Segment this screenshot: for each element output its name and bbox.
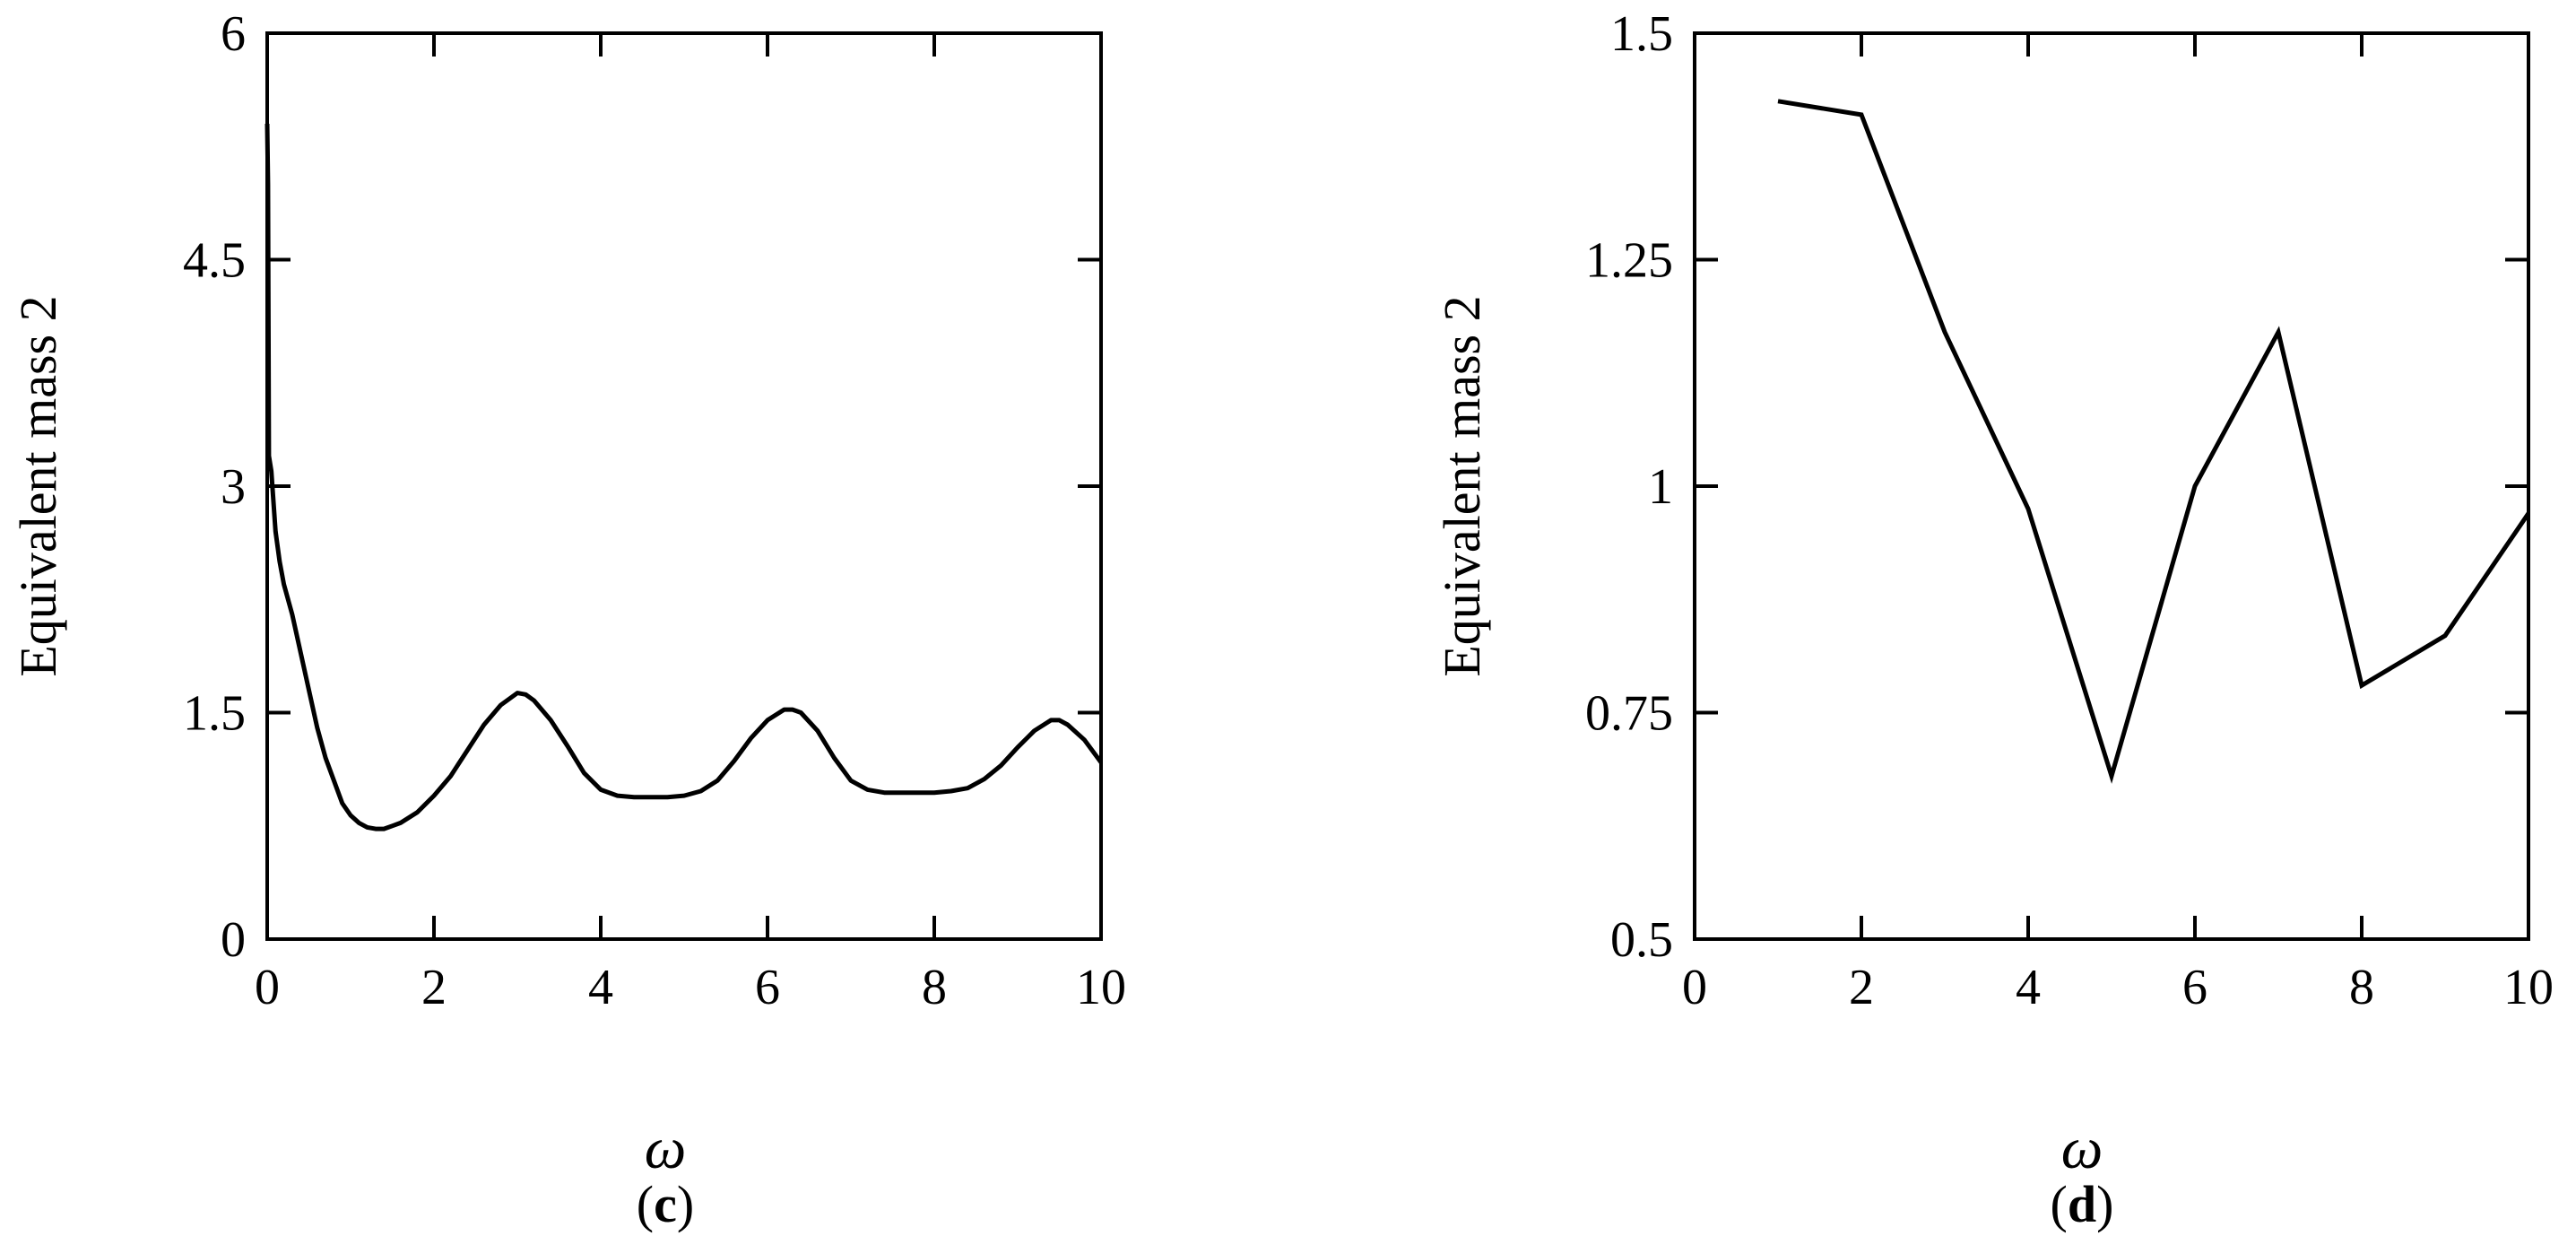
plot-frame-c — [265, 31, 1103, 941]
y-tick-labels-d: 0.5 0.75 1 1.25 1.5 — [1585, 6, 1673, 968]
panel-label-d: (d) — [2051, 1175, 2114, 1233]
x-tick-label: 6 — [2182, 960, 2207, 1015]
x-tick-label: 10 — [1076, 960, 1126, 1015]
x-tick-labels-d: 0 2 4 6 8 10 — [1682, 960, 2554, 1015]
x-tick-labels-c: 0 2 4 6 8 10 — [255, 960, 1126, 1015]
y-tick-label: 0.5 — [1610, 912, 1673, 968]
y-axis-title-c: Equivalent mass 2 — [9, 295, 67, 676]
x-tick-label: 6 — [755, 960, 780, 1015]
y-tick-label: 1.25 — [1585, 233, 1673, 289]
panel-label-c: (c) — [637, 1175, 694, 1233]
panel-letter-d: d — [2068, 1175, 2096, 1233]
chart-panel-c: 0 1.5 3 4.5 6 0 2 4 6 8 10 Equivalent mass 2 ω (c… — [9, 6, 1126, 1233]
series-line-c — [265, 123, 1104, 831]
x-tick-label: 0 — [1682, 960, 1707, 1015]
x-tick-label: 4 — [2016, 960, 2041, 1015]
y-tick-label: 3 — [221, 459, 246, 515]
x-axis-title-d: ω — [2061, 1116, 2103, 1181]
x-tick-label: 8 — [2349, 960, 2374, 1015]
y-tick-label: 0.75 — [1585, 686, 1673, 742]
x-tick-label: 0 — [255, 960, 280, 1015]
ticks-c — [265, 31, 1103, 941]
chart-panel-d: 0.5 0.75 1 1.25 1.5 0 2 4 6 8 10 Equivalent mass … — [1433, 6, 2554, 1233]
plot-frame-d — [1693, 31, 2530, 941]
x-tick-label: 2 — [421, 960, 447, 1015]
x-axis-title-c: ω — [645, 1116, 687, 1181]
panel-letter-c: c — [654, 1175, 677, 1233]
y-tick-label: 1 — [1648, 459, 1673, 515]
y-axis-title-d: Equivalent mass 2 — [1433, 295, 1491, 676]
series-line-d — [1777, 99, 2531, 784]
y-tick-label: 6 — [221, 6, 246, 62]
x-tick-label: 10 — [2503, 960, 2554, 1015]
x-tick-label: 2 — [1849, 960, 1874, 1015]
y-tick-label: 1.5 — [183, 686, 246, 742]
x-tick-label: 8 — [922, 960, 947, 1015]
y-tick-label: 1.5 — [1610, 6, 1673, 62]
x-tick-label: 4 — [588, 960, 613, 1015]
y-tick-label: 4.5 — [183, 233, 246, 289]
ticks-d — [1693, 31, 2530, 941]
y-tick-labels-c: 0 1.5 3 4.5 6 — [183, 6, 246, 968]
y-tick-label: 0 — [221, 912, 246, 968]
